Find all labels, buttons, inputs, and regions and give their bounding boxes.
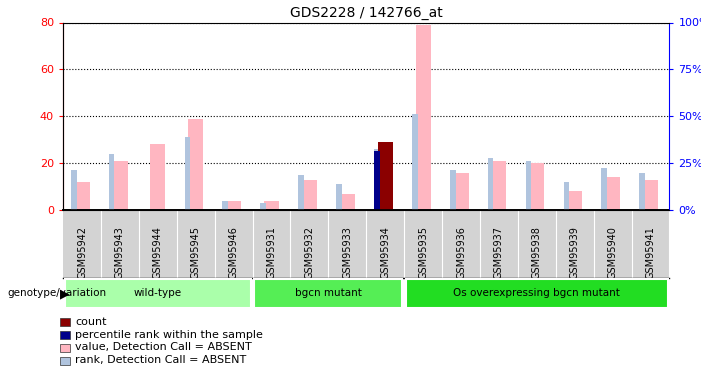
Bar — [60, 331, 69, 339]
Bar — [226, 201, 241, 210]
Text: count: count — [75, 317, 107, 327]
Bar — [254, 279, 402, 308]
Bar — [412, 114, 418, 210]
Bar — [374, 149, 380, 210]
Bar — [450, 170, 456, 210]
Text: percentile rank within the sample: percentile rank within the sample — [75, 330, 263, 340]
Bar — [336, 184, 342, 210]
Bar — [601, 168, 607, 210]
Bar — [184, 137, 190, 210]
Bar — [60, 318, 69, 327]
Bar — [340, 194, 355, 210]
Bar — [529, 163, 545, 210]
Bar — [639, 172, 645, 210]
Bar — [65, 279, 251, 308]
Bar — [374, 152, 380, 210]
Bar — [302, 180, 317, 210]
Bar — [378, 142, 393, 210]
Bar — [260, 203, 266, 210]
Bar — [222, 201, 228, 210]
Bar — [112, 161, 128, 210]
Text: rank, Detection Call = ABSENT: rank, Detection Call = ABSENT — [75, 355, 246, 365]
Bar — [60, 344, 69, 352]
Bar — [298, 175, 304, 210]
Bar — [605, 177, 620, 210]
Bar — [71, 170, 76, 210]
Bar — [74, 182, 90, 210]
Text: wild-type: wild-type — [134, 288, 182, 298]
Bar — [454, 172, 468, 210]
Text: bgcn mutant: bgcn mutant — [295, 288, 362, 298]
Text: ▶: ▶ — [60, 287, 69, 300]
Bar — [264, 201, 279, 210]
Bar — [416, 25, 430, 210]
Bar — [406, 279, 667, 308]
Bar — [526, 161, 531, 210]
Bar — [564, 182, 569, 210]
Bar — [150, 144, 165, 210]
Title: GDS2228 / 142766_at: GDS2228 / 142766_at — [290, 6, 442, 20]
Text: genotype/variation: genotype/variation — [7, 288, 106, 298]
Bar — [188, 118, 203, 210]
Bar — [109, 154, 114, 210]
Text: Os overexpressing bgcn mutant: Os overexpressing bgcn mutant — [454, 288, 620, 298]
Bar — [491, 161, 507, 210]
Bar — [60, 357, 69, 365]
Bar — [643, 180, 658, 210]
Bar — [567, 191, 583, 210]
Text: value, Detection Call = ABSENT: value, Detection Call = ABSENT — [75, 342, 252, 352]
Bar — [488, 158, 494, 210]
Bar — [378, 142, 393, 210]
